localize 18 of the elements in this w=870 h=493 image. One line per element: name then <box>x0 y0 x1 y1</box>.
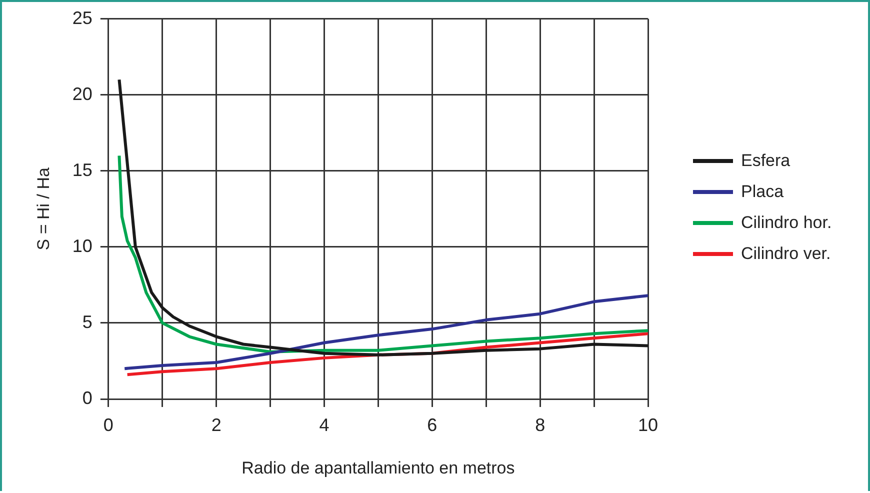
y-tick-label: 5 <box>82 312 92 332</box>
y-tick-label: 25 <box>72 8 92 28</box>
y-tick-label: 20 <box>72 84 92 104</box>
legend-label: Esfera <box>741 150 790 170</box>
y-tick-label: 10 <box>72 236 92 256</box>
x-tick-label: 0 <box>103 414 114 435</box>
x-tick-label: 4 <box>319 414 330 435</box>
x-axis-title: Radio de apantallamiento en metros <box>242 458 515 478</box>
x-tick-label: 10 <box>638 414 658 435</box>
legend-label: Cilindro hor. <box>741 212 832 232</box>
legend-label: Cilindro ver. <box>741 244 831 264</box>
y-axis-title: S = Hi / Ha <box>34 167 53 250</box>
legend-label: Placa <box>741 182 784 202</box>
y-tick-label: 0 <box>82 388 92 408</box>
x-tick-label: 2 <box>211 414 222 435</box>
x-tick-label: 6 <box>427 414 438 435</box>
x-tick-label: 8 <box>535 414 546 435</box>
y-tick-label: 15 <box>72 160 92 180</box>
